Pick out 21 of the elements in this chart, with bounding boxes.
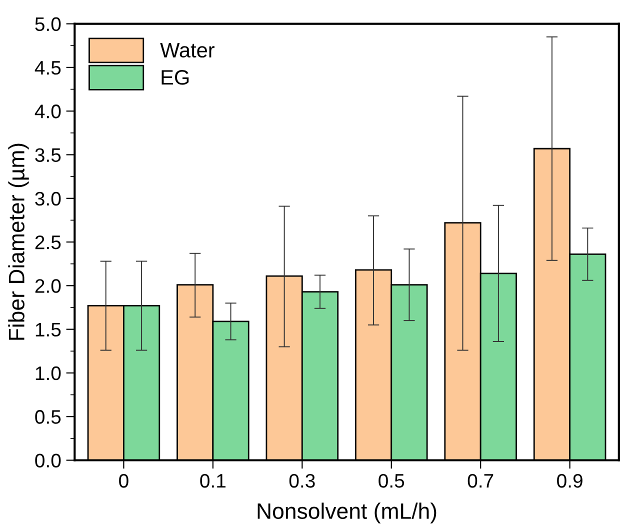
y-tick-label: 4.0 <box>34 104 61 118</box>
x-tick-label: 0.9 <box>557 474 582 488</box>
x-tick-label: 0.3 <box>289 474 315 488</box>
y-axis-title: Fiber Diameter (µm) <box>8 144 29 340</box>
legend-label: EG <box>162 70 189 85</box>
y-tick-label: 3.0 <box>35 192 61 206</box>
x-tick-label: 0.7 <box>468 474 494 488</box>
y-tick-label: 2.5 <box>35 235 61 250</box>
x-axis-title: Nonsolvent (mL/h) <box>258 502 436 524</box>
y-tick-label: 3.5 <box>35 148 61 162</box>
y-tick-label: 1.0 <box>36 366 61 380</box>
y-tick-label: 5.0 <box>35 17 61 32</box>
x-tick-label: 0.5 <box>378 474 404 488</box>
y-tick-label: 2.0 <box>35 279 61 293</box>
y-tick-label: 4.5 <box>34 61 61 75</box>
x-tick-label: 0 <box>119 474 128 488</box>
y-tick-label: 0.0 <box>35 454 61 468</box>
y-tick-label: 0.5 <box>35 410 61 424</box>
y-tick-label: 1.5 <box>36 322 61 337</box>
legend-label: Water <box>160 43 214 58</box>
x-tick-label: 0.1 <box>200 474 226 488</box>
